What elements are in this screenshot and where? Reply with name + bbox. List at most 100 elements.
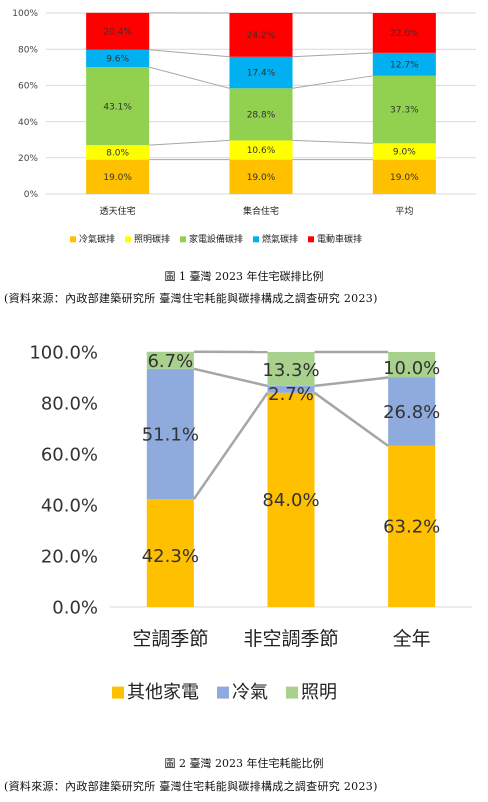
bar-segment (146, 499, 194, 607)
data-label: 84.0% (262, 490, 319, 511)
bar-segment (372, 52, 436, 76)
data-label: 12.7% (390, 60, 419, 70)
y-tick-label: 80.0% (41, 393, 98, 414)
legend-swatch (180, 236, 186, 243)
series-connector (292, 75, 373, 89)
legend-swatch (217, 686, 229, 699)
legend-label: 冷氣 (232, 682, 268, 703)
legend-item: 冷氣碳排 (70, 233, 115, 245)
data-label: 24.2% (247, 31, 276, 41)
series-connector (149, 66, 230, 89)
legend-label: 電動車碳排 (317, 233, 362, 245)
series-connector (292, 139, 373, 144)
y-tick-label: 60% (18, 82, 38, 92)
bar-segment (388, 445, 436, 607)
legend-swatch (125, 236, 131, 243)
carbon-emission-chart-svg: 0% 20% 40% 60% 80% 100% 透天住宅 集合住宅 平均 19.0% 8.0% 43.… (12, 9, 476, 245)
legend-label: 冷氣碳排 (79, 233, 115, 245)
x-tick-label: 集合住宅 (243, 205, 279, 217)
bar-segment (229, 13, 293, 57)
x-tick-label: 平均 (395, 205, 413, 217)
legend-swatch (112, 686, 124, 699)
bar-segment (86, 67, 150, 146)
legend-swatch (70, 236, 76, 243)
data-label: 28.8% (247, 111, 276, 121)
energy-consumption-chart: 0.0% 20.0% 40.0% 60.0% 80.0% 100.0% 空調季節 非空調季節 全… (0, 330, 488, 734)
bar-segment (372, 13, 436, 53)
bar-segment (267, 352, 315, 386)
bar-segment (86, 49, 150, 68)
y-tick-label: 80% (18, 45, 38, 55)
bar-segment (86, 145, 150, 160)
figure1-source: (資料來源：內政部建築研究所 臺灣住宅耗能與碳排構成之調查研究 2023) (4, 292, 378, 305)
data-label: 22.0% (390, 29, 419, 39)
data-label: 26.8% (383, 402, 440, 423)
series-connector (193, 367, 268, 388)
bar-segment (267, 392, 315, 607)
data-label: 42.3% (142, 546, 199, 567)
x-tick-label: 空調季節 (132, 628, 208, 650)
data-label: 2.7% (268, 384, 314, 405)
series-connector (192, 392, 269, 500)
legend-swatch (286, 686, 298, 699)
data-label: 43.1% (103, 102, 132, 112)
legend-item: 家電設備碳排 (180, 233, 243, 245)
data-label: 51.1% (142, 424, 199, 445)
bar-segment (86, 12, 150, 50)
data-label: 37.3% (390, 106, 419, 116)
series-connector (313, 391, 389, 447)
data-label: 10.6% (247, 146, 276, 156)
bar-segment (229, 140, 293, 160)
bar-segment (229, 88, 293, 141)
data-label: 19.0% (103, 173, 132, 183)
legend-item: 其他家電 (112, 682, 199, 703)
legend-label: 照明碳排 (134, 233, 170, 245)
legend-label: 其他家電 (127, 682, 199, 703)
figure2-caption: 圖 2 臺灣 2023 年住宅耗能比例 (164, 757, 324, 770)
x-tick-label: 全年 (393, 628, 431, 650)
series-connector (149, 49, 230, 58)
data-label: 20.4% (103, 27, 132, 37)
legend-item: 燃氣碳排 (253, 233, 298, 245)
legend-item: 照明 (286, 682, 337, 703)
data-label: 9.0% (393, 148, 416, 158)
y-tick-label: 100% (12, 9, 38, 19)
x-tick-label: 非空調季節 (243, 628, 338, 650)
y-tick-label: 0.0% (52, 597, 98, 618)
bar-segment (372, 143, 436, 160)
legend-label: 家電設備碳排 (189, 233, 243, 245)
bar-segment (267, 385, 315, 393)
series-connector (314, 376, 389, 388)
y-tick-label: 60.0% (41, 444, 98, 465)
legend-swatch (253, 236, 259, 243)
series-connector (292, 52, 373, 58)
legend-item: 電動車碳排 (308, 233, 362, 245)
data-label: 19.0% (247, 173, 276, 183)
y-tick-label: 20% (18, 154, 38, 164)
y-tick-label: 40.0% (41, 495, 98, 516)
y-tick-label: 0% (24, 190, 39, 200)
legend-item: 冷氣 (217, 682, 268, 703)
legend-label: 燃氣碳排 (262, 233, 298, 245)
data-label: 19.0% (390, 173, 419, 183)
legend-label: 照明 (301, 682, 337, 703)
bar-segment (388, 377, 436, 446)
legend-item: 照明碳排 (125, 233, 170, 245)
bar-segment (372, 75, 436, 144)
bar-segment (229, 159, 293, 194)
x-tick-label: 透天住宅 (100, 205, 136, 217)
y-tick-label: 100.0% (29, 342, 98, 363)
data-label: 17.4% (247, 69, 276, 79)
data-label: 63.2% (383, 517, 440, 538)
energy-consumption-chart-svg: 0.0% 20.0% 40.0% 60.0% 80.0% 100.0% 空調季節 非空調季節 全… (29, 342, 472, 703)
bar-segment (372, 159, 436, 194)
bar-segment (146, 351, 194, 369)
data-label: 9.6% (106, 55, 129, 65)
bar-segment (146, 368, 194, 500)
data-label: 8.0% (106, 149, 129, 159)
y-tick-label: 40% (18, 118, 38, 128)
bar-segment (388, 352, 436, 378)
legend-swatch (308, 236, 314, 243)
bar-segment (86, 159, 150, 194)
data-label: 13.3% (262, 360, 319, 381)
